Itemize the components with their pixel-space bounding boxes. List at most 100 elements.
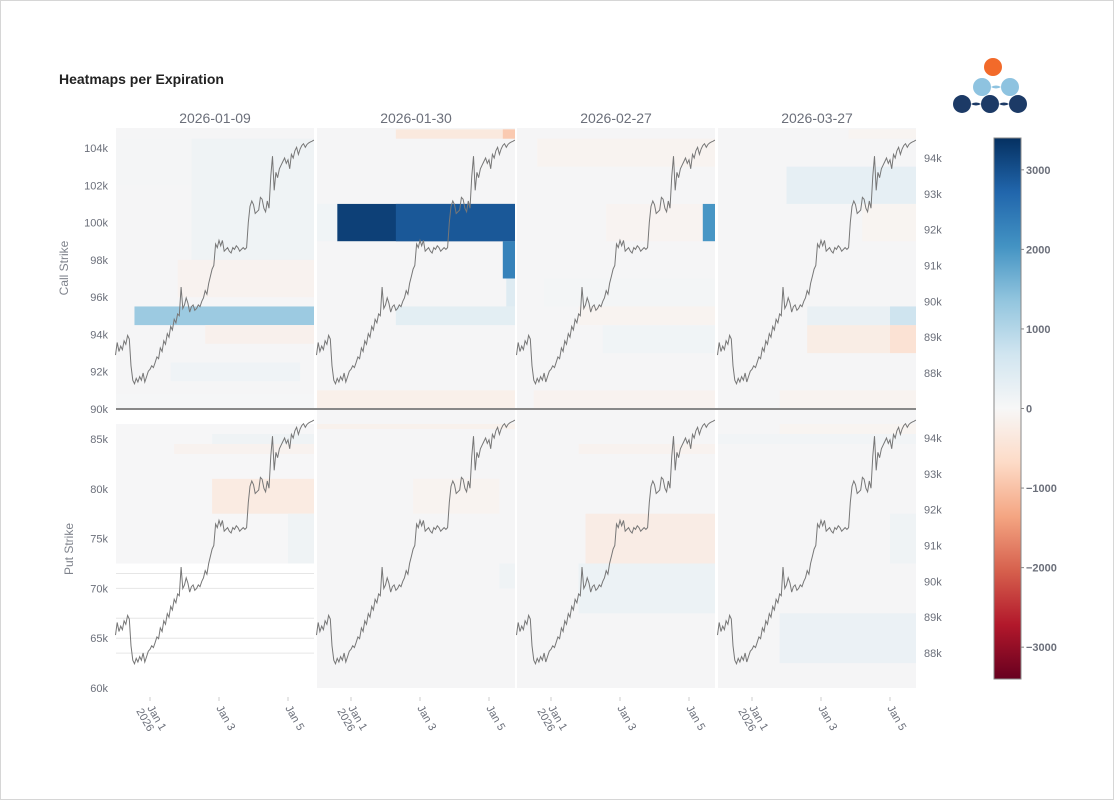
x-tick-label: Jan 3: [614, 704, 638, 733]
x-tick-label: Jan 5: [884, 704, 908, 733]
call-heatmap-cell: [205, 325, 314, 344]
price-tick-bottom: 88k: [924, 648, 942, 660]
call-heatmap-cell: [890, 325, 916, 354]
put-strike-axis-label: Put Strike: [62, 523, 76, 575]
call-strike-tick: 90k: [90, 404, 108, 416]
price-line-call: [516, 139, 716, 386]
put-heatmap-cell: [288, 513, 314, 564]
put-heatmap-cell: [585, 513, 715, 564]
colorbar-tick-label: 3000: [1026, 165, 1050, 177]
call-heatmap-cell: [317, 203, 338, 242]
x-tick-label: Jan 5: [282, 704, 306, 733]
call-heatmap-cell: [602, 325, 715, 354]
price-line-put: [316, 419, 516, 666]
call-heatmap-cell: [807, 306, 916, 326]
call-heatmap-cell: [779, 390, 916, 409]
logo-top-dot: [984, 58, 1002, 76]
call-strike-tick: 92k: [90, 367, 108, 379]
call-heatmap-cell: [537, 138, 715, 167]
call-heatmap-cell: [578, 306, 715, 326]
put-strike-tick: 65k: [90, 633, 108, 645]
x-tick-label: Jan 3: [414, 704, 438, 733]
price-line-call: [115, 139, 315, 386]
call-heatmap-cell: [862, 203, 916, 242]
price-tick-bottom: 90k: [924, 576, 942, 588]
price-line-call: [717, 139, 917, 386]
call-heatmap-cell: [786, 166, 916, 204]
expiration-title: 2026-01-09: [179, 110, 251, 126]
put-heatmap-cell: [174, 443, 314, 454]
price-line-put: [115, 419, 315, 666]
put-strike-tick: 70k: [90, 583, 108, 595]
call-heatmap-cell: [177, 259, 314, 298]
put-strike-tick: 60k: [90, 683, 108, 695]
x-tick-label: Jan 5: [683, 704, 707, 733]
call-strike-tick: 102k: [84, 180, 108, 192]
put-heatmap-cell: [317, 424, 515, 430]
price-tick-top: 89k: [924, 332, 942, 344]
call-heatmap-cell: [502, 129, 515, 139]
price-line-put: [516, 419, 716, 666]
call-strike-tick: 104k: [84, 143, 108, 155]
call-heatmap-background: [317, 128, 515, 409]
call-heatmap-cell: [848, 129, 916, 139]
call-heatmap-cell: [116, 394, 314, 409]
put-heatmap-cell: [718, 434, 916, 444]
price-line-call: [316, 139, 516, 386]
expiration-title: 2026-02-27: [580, 110, 652, 126]
colorbar-gradient: [993, 137, 1022, 680]
put-heatmap-cell: [578, 563, 715, 614]
call-heatmap-cell: [702, 203, 715, 242]
colorbar-tick-label: 0: [1026, 404, 1032, 416]
x-tick-label: Jan 3: [213, 704, 237, 733]
logo-bottom-wave: [953, 95, 1027, 113]
colorbar-tick-label: −2000: [1026, 563, 1057, 575]
colorbar: 3000 2000 1000 0 −1000 −2000 −3000: [993, 137, 1057, 680]
colorbar-tick-label: −3000: [1026, 642, 1057, 654]
call-heatmap-cell: [191, 138, 314, 260]
call-strike-tick: 100k: [84, 218, 108, 230]
expiration-title: 2026-01-30: [380, 110, 452, 126]
price-line-put: [717, 419, 917, 666]
put-heatmap-cell: [578, 443, 715, 454]
call-heatmap-background: [517, 128, 715, 409]
price-tick-top: 94k: [924, 153, 942, 165]
x-tick-label: Jan 3: [815, 704, 839, 733]
call-strike-tick: 96k: [90, 292, 108, 304]
call-heatmap-cell: [134, 306, 314, 326]
put-heatmap-cell: [890, 513, 916, 564]
call-heatmap-cell: [506, 278, 515, 307]
price-tick-bottom: 89k: [924, 612, 942, 624]
price-tick-top: 91k: [924, 261, 942, 273]
call-heatmap-cell: [395, 129, 515, 139]
call-heatmap-cell: [544, 278, 715, 307]
brand-logo: [953, 58, 1027, 113]
price-tick-top: 92k: [924, 225, 942, 237]
call-heatmap-cell: [395, 306, 515, 326]
price-tick-bottom: 92k: [924, 505, 942, 517]
price-tick-top: 88k: [924, 368, 942, 380]
call-strike-tick: 94k: [90, 329, 108, 341]
call-heatmap-cell: [170, 362, 301, 382]
put-heatmap-cell: [779, 424, 916, 435]
put-heatmap-cell: [212, 434, 314, 444]
put-heatmap-background: [317, 410, 515, 688]
put-heatmap-cell: [499, 563, 515, 589]
axes-layer: Call Strike Put Strike 90k 92k 94k 96k 98k 10…: [57, 143, 942, 695]
expiration-title: 2026-03-27: [781, 110, 853, 126]
call-heatmap-cell: [606, 203, 715, 242]
put-strike-tick: 75k: [90, 534, 108, 546]
colorbar-tick-label: 2000: [1026, 244, 1050, 256]
put-heatmap-cell: [413, 478, 500, 514]
price-tick-bottom: 94k: [924, 433, 942, 445]
call-heatmap-cell: [116, 138, 192, 186]
call-heatmap-cell: [890, 306, 916, 326]
call-heatmap-cell: [317, 390, 515, 409]
call-strike-axis-label: Call Strike: [57, 240, 71, 295]
call-strike-tick: 98k: [90, 255, 108, 267]
